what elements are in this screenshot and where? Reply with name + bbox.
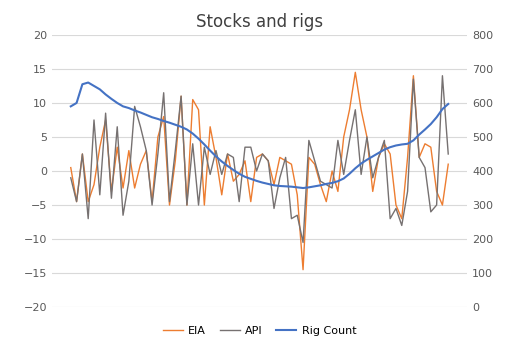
EIA	[300, 268, 306, 272]
Title: Stocks and rigs: Stocks and rigs	[196, 13, 323, 31]
API	[445, 152, 452, 156]
API	[230, 155, 237, 159]
API	[184, 203, 190, 207]
EIA	[375, 155, 381, 159]
API	[236, 200, 242, 204]
Rig Count	[85, 81, 91, 85]
API	[67, 176, 74, 180]
Rig Count	[167, 121, 173, 125]
EIA	[97, 145, 103, 149]
Rig Count	[445, 102, 452, 106]
Line: API: API	[71, 76, 448, 243]
API	[370, 176, 376, 180]
API	[97, 193, 103, 197]
Rig Count	[189, 132, 196, 136]
API	[300, 240, 306, 245]
EIA	[184, 203, 190, 207]
Rig Count	[300, 186, 306, 190]
API	[160, 91, 167, 95]
Rig Count	[102, 92, 108, 97]
API	[439, 74, 445, 78]
Line: EIA: EIA	[71, 72, 448, 270]
Line: Rig Count: Rig Count	[71, 83, 448, 188]
Rig Count	[67, 104, 74, 109]
EIA	[236, 172, 242, 177]
EIA	[67, 165, 74, 170]
EIA	[445, 162, 452, 166]
Rig Count	[242, 175, 248, 179]
Rig Count	[236, 172, 242, 176]
Legend: EIA, API, Rig Count: EIA, API, Rig Count	[158, 321, 361, 340]
EIA	[160, 114, 167, 119]
EIA	[230, 179, 237, 183]
EIA	[352, 70, 359, 74]
Rig Count	[375, 151, 381, 155]
